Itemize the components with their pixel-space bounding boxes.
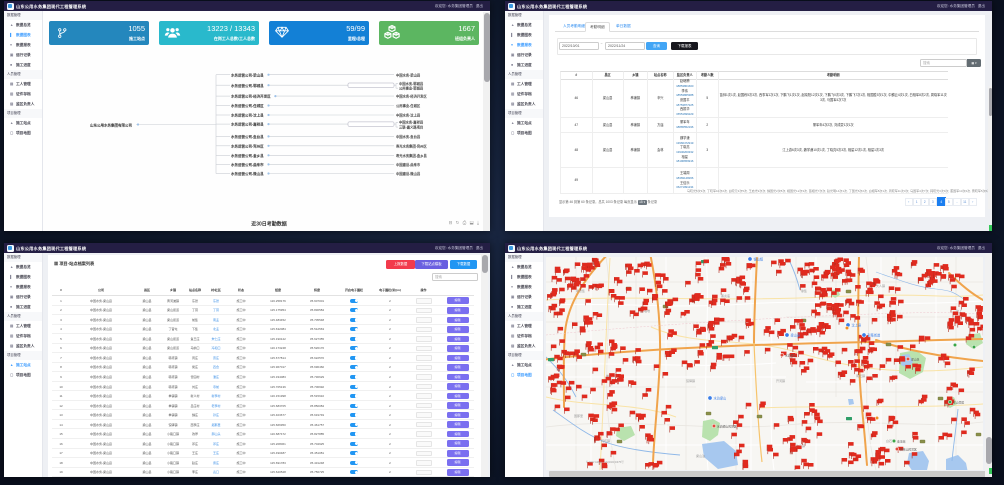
svg-text:中国水务-郓城县: 中国水务-郓城县: [399, 81, 424, 86]
svg-text:开河镇: 开河镇: [776, 378, 785, 383]
svg-text:水务运营公司-经济开发区: 水务运营公司-经济开发区: [230, 94, 271, 99]
svg-text:国那里: 国那里: [574, 413, 583, 418]
svg-text:公用事业-郓城县: 公用事业-郓城县: [399, 86, 424, 91]
svg-text:大人镇: 大人镇: [876, 283, 885, 288]
svg-text:南旺镇: 南旺镇: [856, 373, 865, 378]
svg-text:水务运营公司-曲阜市: 水务运营公司-曲阜市: [230, 162, 264, 167]
svg-text:贤林山风景区: 贤林山风景区: [900, 448, 917, 452]
svg-text:中国建设-微山县: 中国建设-微山县: [396, 171, 421, 176]
svg-text:赵堌堆: 赵堌堆: [641, 308, 650, 313]
svg-text:白石镇: 白石镇: [886, 438, 895, 443]
svg-text:馆驿镇: 馆驿镇: [686, 378, 695, 383]
svg-text:梁山泉: 梁山泉: [911, 358, 920, 362]
svg-text:中国水务-嘉祥县: 中国水务-嘉祥县: [399, 120, 424, 125]
svg-text:汶上县: 汶上县: [852, 323, 862, 328]
svg-text:水泊梁山风景区: 水泊梁山风景区: [717, 425, 737, 429]
svg-text:水务运营公司-任城区: 水务运营公司-任城区: [230, 103, 264, 108]
svg-text:水务运营公司-微山县: 水务运营公司-微山县: [230, 171, 264, 176]
svg-text:寿光水务集团-金乡县: 寿光水务集团-金乡县: [396, 153, 427, 158]
svg-text:秦王峪: 秦王峪: [897, 440, 906, 444]
svg-text:中国建设-曲阜市: 中国建设-曲阜市: [396, 162, 421, 167]
svg-text:中国水务-鱼台县: 中国水务-鱼台县: [396, 134, 421, 139]
svg-text:梁山泊: 梁山泊: [696, 453, 705, 458]
svg-text:水务运营公司-兖州区: 水务运营公司-兖州区: [230, 143, 264, 148]
svg-text:三联-嘉义路项目: 三联-嘉义路项目: [399, 125, 423, 130]
svg-text:中国水务-梁山县: 中国水务-梁山县: [396, 72, 421, 77]
svg-text:中国水务-经济开发区: 中国水务-经济开发区: [396, 94, 427, 99]
svg-text:水泊梁山: 水泊梁山: [714, 396, 727, 401]
svg-text:寿光水务集团-兖州区: 寿光水务集团-兖州区: [396, 143, 427, 148]
svg-text:水务运营公司-嘉祥县: 水务运营公司-嘉祥县: [230, 122, 264, 127]
svg-text:水泊梁山: 水泊梁山: [785, 354, 796, 358]
svg-text:徐集: 徐集: [801, 288, 807, 293]
svg-text:中国水务-汶上县: 中国水务-汶上县: [396, 113, 421, 118]
svg-text:黑虎庙: 黑虎庙: [721, 293, 730, 298]
svg-text:水务运营公司-梁山县: 水务运营公司-梁山县: [230, 72, 264, 77]
svg-text:水务运营公司-汶上县: 水务运营公司-汶上县: [230, 113, 264, 118]
svg-text:© 2022 AMap - GS(2021)6375号: © 2022 AMap - GS(2021)6375号: [586, 460, 624, 464]
svg-text:寿张集: 寿张集: [576, 288, 585, 293]
svg-text:彭集街道: 彭集街道: [868, 333, 882, 338]
svg-text:水务运营公司-郓城县: 水务运营公司-郓城县: [230, 83, 264, 88]
svg-text:羊山景区: 羊山景区: [953, 401, 964, 405]
svg-text:公用事业-任城区: 公用事业-任城区: [396, 103, 421, 108]
svg-text:水务运营公司-金乡县: 水务运营公司-金乡县: [230, 153, 264, 158]
svg-text:银山镇: 银山镇: [754, 257, 764, 262]
svg-text:汶上: 汶上: [956, 308, 962, 313]
svg-text:山东公用水务集团有限公司: 山东公用水务集团有限公司: [90, 123, 132, 128]
svg-text:韩垓镇: 韩垓镇: [601, 438, 610, 443]
svg-text:水务运营公司-鱼台县: 水务运营公司-鱼台县: [230, 134, 264, 139]
svg-text:梁山县: 梁山县: [791, 333, 801, 338]
svg-text:近30日考勤数据: 近30日考勤数据: [251, 221, 287, 228]
